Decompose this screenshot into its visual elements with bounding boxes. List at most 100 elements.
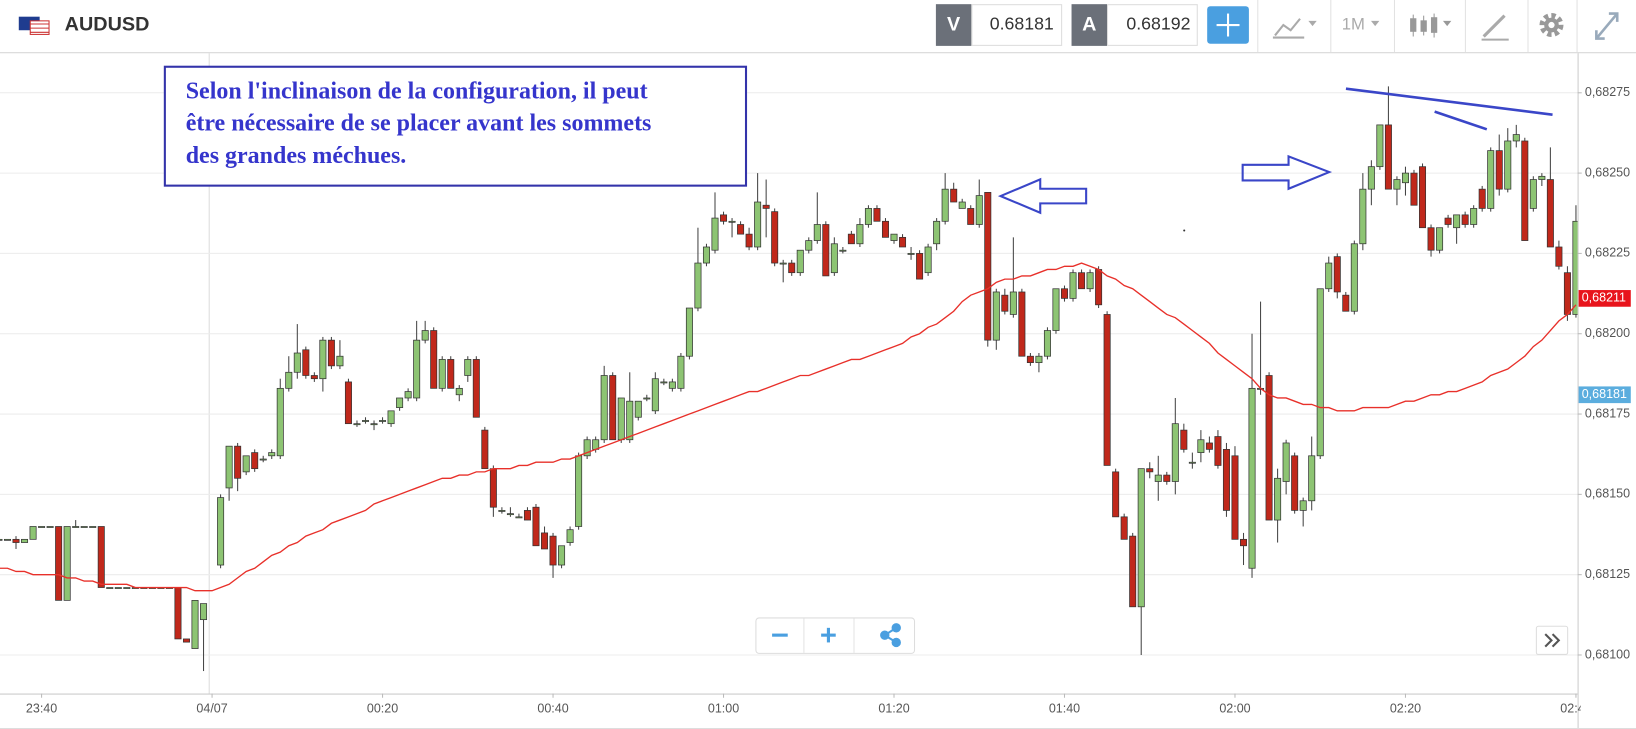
candle-body <box>873 208 881 222</box>
candle-body <box>950 188 958 203</box>
candle-body <box>319 339 327 380</box>
x-tick-label: 02:00 <box>1219 701 1250 715</box>
time-axis: 23:40 04/07 00:20 00:40 01:00 01:20 01:40 02:00… <box>26 693 1591 715</box>
candle-body <box>1325 262 1333 290</box>
y-tick-label: 0,68225 <box>1585 246 1630 260</box>
candle-body <box>1163 474 1171 482</box>
candle-body <box>114 587 122 589</box>
candle-body <box>1248 387 1256 569</box>
candle-body <box>558 545 566 566</box>
x-tick-label: 02:40 <box>1560 701 1591 715</box>
candle-body <box>200 603 208 621</box>
candle-body <box>1205 442 1213 450</box>
candle-body <box>907 253 915 255</box>
sell-button[interactable] <box>935 4 972 46</box>
candle-body <box>29 526 37 540</box>
fullscreen-button[interactable] <box>1595 12 1619 40</box>
candle-body <box>310 375 318 380</box>
dropdown-icon <box>1370 20 1380 27</box>
crosshair-icon <box>1216 13 1240 37</box>
x-tick-label: 23:40 <box>26 701 57 715</box>
candle-body <box>728 220 736 223</box>
candle-body <box>1512 134 1520 142</box>
candle-body <box>1461 214 1469 225</box>
candle-body <box>651 378 659 412</box>
buy-button[interactable] <box>1071 4 1108 46</box>
candle-body <box>182 638 190 643</box>
price-axis: 0,68275 0,68250 0,68225 0,68200 0,68175 0,681… <box>1577 85 1631 661</box>
candle-body <box>1470 208 1478 225</box>
candle-body <box>1146 468 1154 473</box>
candle-body <box>1171 423 1179 482</box>
candle-body <box>387 410 395 425</box>
candle-body <box>1214 436 1222 466</box>
price-marker-label: 0,68181 <box>1582 387 1627 401</box>
zoom-in-button[interactable] <box>821 627 836 643</box>
x-tick-label: 02:20 <box>1390 701 1421 715</box>
candle-body <box>106 587 114 589</box>
candle-body <box>975 195 983 225</box>
candle-body <box>1487 150 1495 209</box>
candle-body <box>344 381 352 425</box>
candle-body <box>1538 175 1546 180</box>
candle-body <box>660 381 668 384</box>
candle-body <box>1197 439 1205 453</box>
candle-body <box>1299 500 1307 511</box>
candle-body <box>472 359 480 418</box>
candle-body <box>1359 188 1367 245</box>
candle-body <box>293 352 301 373</box>
x-tick-label: 04/07 <box>196 701 227 715</box>
chart-type-button[interactable] <box>1272 18 1317 39</box>
candle-body <box>370 423 378 426</box>
candle-body <box>1282 442 1290 482</box>
candle-body <box>847 233 855 245</box>
candle-body <box>626 400 634 441</box>
candle-body <box>1120 516 1128 540</box>
candle-body <box>1436 227 1444 251</box>
candle-body <box>1274 477 1282 521</box>
drawing-tool-button[interactable] <box>1481 14 1509 41</box>
candle-type-button[interactable] <box>1410 13 1452 38</box>
candle-body <box>1410 172 1418 206</box>
candle-body <box>1419 166 1427 229</box>
candle-body <box>404 391 412 399</box>
candle-body <box>1043 330 1051 357</box>
candle-body <box>276 387 284 457</box>
candle-body <box>55 526 63 601</box>
price-marker <box>1578 386 1631 404</box>
candle-body <box>1112 471 1120 518</box>
candle-body <box>97 526 105 588</box>
candle-body <box>839 249 847 252</box>
candle-body <box>916 253 924 280</box>
candle-body <box>1572 220 1578 315</box>
x-tick-label: 01:00 <box>708 701 739 715</box>
candle-body <box>1222 449 1230 511</box>
scroll-icon <box>1544 633 1561 648</box>
candle-body <box>3 538 11 541</box>
share-button[interactable] <box>880 623 901 648</box>
candle-body <box>413 339 421 399</box>
buy-price: 0.68192 <box>1126 14 1190 34</box>
candle-body <box>1376 124 1384 168</box>
candle-body <box>46 526 54 528</box>
candle-body <box>285 371 293 389</box>
candle-body <box>174 587 182 640</box>
settings-button[interactable] <box>1539 13 1564 38</box>
candle-body <box>523 510 531 521</box>
timeframe-button[interactable]: 1M <box>1342 14 1365 33</box>
candle-body <box>1061 288 1068 299</box>
candle-body <box>1342 294 1350 312</box>
candle-body <box>549 535 557 566</box>
candle-body <box>1086 272 1094 290</box>
candle-body <box>702 246 710 264</box>
candle-body <box>1504 140 1512 190</box>
candle-body <box>933 220 941 245</box>
candle-body <box>1129 535 1137 608</box>
candle-body <box>745 233 753 248</box>
candle-body <box>1231 455 1239 540</box>
candle-body <box>1350 243 1358 312</box>
sell-price-box <box>971 4 1063 46</box>
candle-body <box>1333 256 1341 293</box>
candle-body <box>242 455 250 473</box>
x-tick-label: 01:20 <box>878 701 909 715</box>
